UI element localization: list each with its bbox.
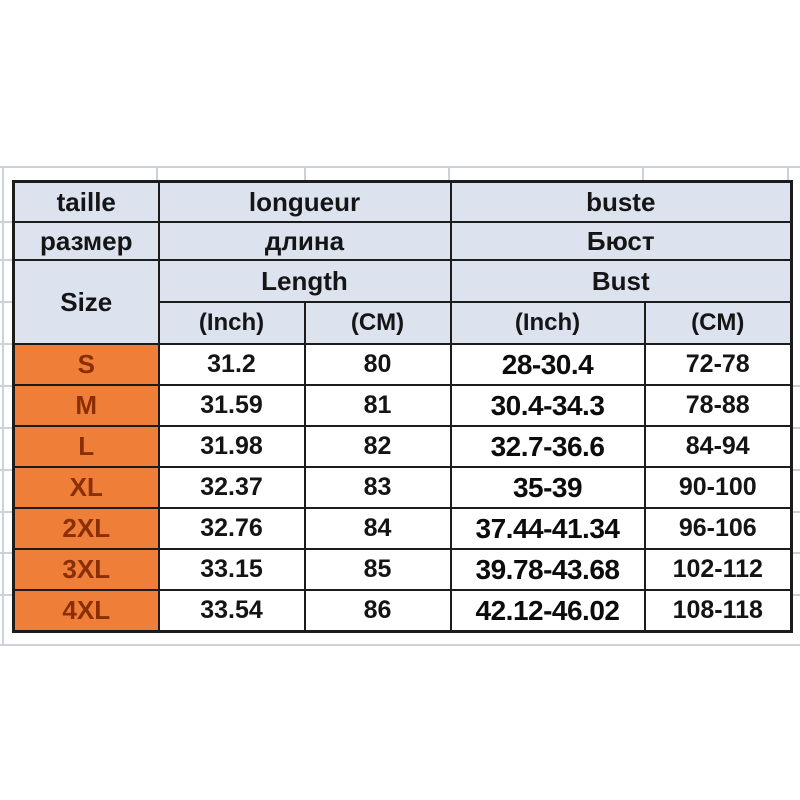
gridline-bottom bbox=[0, 644, 800, 646]
gridline-stub bbox=[0, 469, 12, 471]
bust-cm-cell: 84-94 bbox=[643, 425, 793, 468]
header-buste: buste bbox=[449, 180, 793, 223]
length-cm-cell: 84 bbox=[303, 507, 452, 550]
size-cell: 2XL bbox=[12, 507, 160, 550]
bust-cm-cell: 72-78 bbox=[643, 343, 793, 386]
bust-inch-cell: 30.4-34.3 bbox=[449, 384, 646, 427]
header-row-units: (Inch) (CM) (Inch) (CM) bbox=[14, 301, 793, 345]
bust-inch-cell: 37.44-41.34 bbox=[449, 507, 646, 550]
length-inch-cell: 31.2 bbox=[157, 343, 306, 386]
gridline-stub bbox=[0, 594, 12, 596]
size-cell: XL bbox=[12, 466, 160, 509]
length-cm-cell: 80 bbox=[303, 343, 452, 386]
size-cell: 3XL bbox=[12, 548, 160, 591]
gridline-stub bbox=[0, 552, 12, 554]
size-cell: 4XL bbox=[12, 589, 160, 633]
gridline-tick bbox=[304, 166, 306, 182]
header-bust-inch: (Inch) bbox=[449, 301, 646, 345]
gridline-stub bbox=[790, 385, 800, 387]
size-row-l: L 31.98 82 32.7-36.6 84-94 bbox=[12, 425, 793, 468]
size-row-2xl: 2XL 32.76 84 37.44-41.34 96-106 bbox=[12, 507, 793, 550]
header-byust: Бюст bbox=[449, 221, 793, 261]
size-row-3xl: 3XL 33.15 85 39.78-43.68 102-112 bbox=[12, 548, 793, 591]
length-inch-cell: 33.54 bbox=[157, 589, 306, 633]
length-cm-cell: 83 bbox=[303, 466, 452, 509]
bust-cm-cell: 102-112 bbox=[643, 548, 793, 591]
gridline-stub bbox=[790, 511, 800, 513]
length-cm-cell: 81 bbox=[303, 384, 452, 427]
size-row-m: M 31.59 81 30.4-34.3 78-88 bbox=[12, 384, 793, 427]
header-bust: Bust bbox=[449, 259, 793, 303]
header-row-russian: размер длина Бюст bbox=[12, 221, 793, 261]
gridline-top bbox=[0, 166, 800, 168]
bust-cm-cell: 90-100 bbox=[643, 466, 793, 509]
bust-inch-cell: 32.7-36.6 bbox=[449, 425, 646, 468]
gridline-stub bbox=[790, 552, 800, 554]
bust-inch-cell: 39.78-43.68 bbox=[449, 548, 646, 591]
bust-cm-cell: 108-118 bbox=[643, 589, 793, 633]
gridline-left bbox=[2, 166, 4, 646]
header-razmer: размер bbox=[12, 221, 160, 261]
gridline-stub bbox=[0, 301, 12, 303]
gridline-stub bbox=[0, 343, 12, 345]
gridline-tick bbox=[448, 166, 450, 182]
header-taille: taille bbox=[12, 180, 160, 223]
size-chart-table: taille longueur buste размер длина Бюст … bbox=[12, 180, 793, 633]
gridline-stub bbox=[0, 221, 12, 223]
length-inch-cell: 31.98 bbox=[157, 425, 306, 468]
bust-inch-cell: 42.12-46.02 bbox=[449, 589, 646, 633]
gridline-stub bbox=[790, 594, 800, 596]
length-inch-cell: 32.76 bbox=[157, 507, 306, 550]
length-cm-cell: 85 bbox=[303, 548, 452, 591]
length-inch-cell: 32.37 bbox=[157, 466, 306, 509]
header-bust-cm: (CM) bbox=[643, 301, 793, 345]
length-inch-cell: 31.59 bbox=[157, 384, 306, 427]
size-cell: M bbox=[12, 384, 160, 427]
size-cell: S bbox=[12, 343, 160, 386]
size-row-xl: XL 32.37 83 35-39 90-100 bbox=[12, 466, 793, 509]
gridline-stub bbox=[0, 259, 12, 261]
bust-cm-cell: 96-106 bbox=[643, 507, 793, 550]
header-row-french: taille longueur buste bbox=[12, 180, 793, 223]
header-row-english: Size Length Bust bbox=[12, 259, 793, 345]
gridline-stub bbox=[0, 427, 12, 429]
length-cm-cell: 86 bbox=[303, 589, 452, 633]
gridline-stub bbox=[790, 469, 800, 471]
header-longueur: longueur bbox=[157, 180, 452, 223]
gridline-tick bbox=[642, 166, 644, 182]
gridline-stub bbox=[0, 385, 12, 387]
header-length-cm: (CM) bbox=[303, 301, 452, 345]
gridline-stub bbox=[0, 511, 12, 513]
size-cell: L bbox=[12, 425, 160, 468]
bust-cm-cell: 78-88 bbox=[643, 384, 793, 427]
size-row-4xl: 4XL 33.54 86 42.12-46.02 108-118 bbox=[12, 589, 793, 633]
gridline-stub bbox=[790, 427, 800, 429]
size-row-s: S 31.2 80 28-30.4 72-78 bbox=[12, 343, 793, 386]
gridline-tick bbox=[156, 166, 158, 182]
header-length: Length bbox=[157, 259, 452, 303]
header-size: Size bbox=[12, 259, 160, 345]
bust-inch-cell: 35-39 bbox=[449, 466, 646, 509]
gridline-tick bbox=[787, 166, 789, 182]
length-cm-cell: 82 bbox=[303, 425, 452, 468]
length-inch-cell: 33.15 bbox=[157, 548, 306, 591]
header-dlina: длина bbox=[157, 221, 452, 261]
header-length-inch: (Inch) bbox=[157, 301, 306, 345]
bust-inch-cell: 28-30.4 bbox=[449, 343, 646, 386]
